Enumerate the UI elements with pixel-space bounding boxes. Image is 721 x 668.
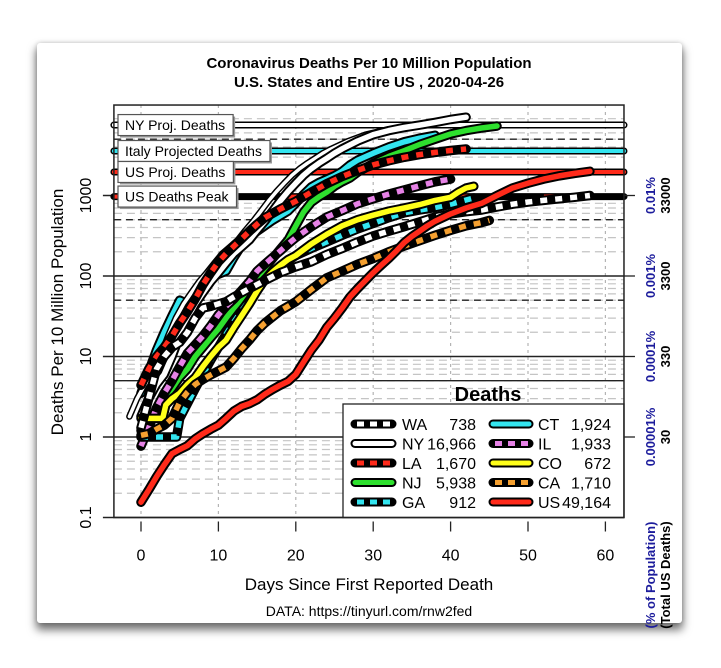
legend-value: 5,938: [436, 476, 476, 493]
legend-value: 1,670: [436, 456, 476, 473]
legend-item-nj: NJ 5,938: [350, 476, 476, 493]
legend-item-ga: GA 912: [350, 495, 476, 512]
legend-value: 1,933: [571, 437, 611, 454]
x-tick-label: 20: [287, 548, 305, 565]
legend-label: WA: [402, 417, 428, 434]
series-line: [138, 176, 452, 448]
legend-item-ny: NY 16,966: [350, 437, 476, 454]
reference-label-box: [117, 185, 238, 208]
reference-label-italy-projected-deaths: Italy Projected Deaths: [117, 139, 272, 164]
series-il: [136, 174, 456, 451]
reference-label-text: US Proj. Deaths: [125, 164, 225, 180]
legend: Deaths WA 738 NY 16,966 LA 1,670 NJ 5,938 GA 912 CT…: [342, 384, 625, 519]
right-axis-total-label: 30: [658, 430, 673, 444]
legend-item-wa: WA 738: [350, 417, 476, 434]
right-axis-total-label: 330: [658, 346, 673, 368]
chart-subtitle: U.S. States and Entire US , 2020-04-26: [234, 74, 504, 91]
reference-label-ny-proj-deaths: NY Proj. Deaths: [117, 113, 236, 138]
legend-value: 1,710: [571, 476, 611, 493]
x-tick-label: 10: [210, 548, 228, 565]
series-ca: [136, 215, 495, 441]
legend-label: LA: [402, 456, 422, 473]
legend-label: US: [538, 495, 560, 512]
right-axis-pct-label: 0.001%: [643, 254, 658, 299]
legend-value: 672: [584, 456, 611, 473]
legend-label: CA: [538, 476, 561, 493]
y-tick-label: 1: [78, 432, 95, 441]
legend-label: CO: [538, 456, 562, 473]
legend-item-la: LA 1,670: [350, 456, 476, 473]
series-wa: [136, 190, 595, 433]
legend-label: NY: [402, 437, 425, 454]
chart-title: Coronavirus Deaths Per 10 Million Popula…: [206, 55, 531, 72]
series-line: [138, 168, 593, 505]
plot-border: [113, 104, 625, 519]
legend-label: GA: [402, 495, 425, 512]
right-axis-pct-label: 0.0001%: [643, 330, 658, 382]
legend-item-us: US 49,164: [488, 495, 611, 512]
series-layer: [126, 112, 595, 507]
right-axis-pct-title: (% of Population): [643, 522, 658, 629]
legend-value: 912: [449, 495, 476, 512]
legend-item-ca: CA 1,710: [488, 476, 611, 493]
x-tick-label: 30: [364, 548, 382, 565]
reference-labels: NY Proj. Deaths Italy Projected Deaths US …: [117, 113, 272, 210]
series-la: [136, 144, 471, 390]
series-line: [138, 192, 591, 429]
legend-value: 16,966: [427, 437, 476, 454]
reference-label-text: Italy Projected Deaths: [125, 143, 262, 159]
series-line: [138, 146, 467, 387]
series-us: [136, 166, 595, 507]
right-axis-pct-label: 0.01%: [643, 177, 658, 214]
legend-label: NJ: [402, 476, 422, 493]
series-line: [140, 217, 491, 438]
right-axis-total-title: (Total US Deaths): [658, 521, 673, 628]
x-tick-label: 0: [137, 548, 146, 565]
reference-label-box: [117, 160, 234, 184]
series-line: [141, 195, 475, 440]
reference-label-us-deaths-peak: US Deaths Peak: [117, 185, 239, 210]
reference-label-box: [117, 113, 234, 137]
legend-value: 1,924: [571, 417, 611, 434]
y-tick-label: 100: [78, 263, 95, 290]
right-axis-pct-label: 0.00001%: [643, 407, 658, 466]
y-axis-title: Deaths Per 10 Million Population: [48, 189, 67, 436]
x-tick-label: 40: [442, 548, 460, 565]
y-tick-label: 0.1: [78, 506, 95, 528]
y-tick-label: 10: [78, 348, 95, 366]
reference-label-text: NY Proj. Deaths: [125, 117, 225, 133]
reference-label-text: US Deaths Peak: [125, 189, 229, 205]
x-tick-label: 50: [519, 548, 537, 565]
right-axis-total-label: 3300: [658, 262, 673, 291]
legend-item-ct: CT 1,924: [488, 417, 611, 434]
right-axis-total-label: 33000: [658, 177, 673, 213]
x-axis-title: Days Since First Reported Death: [245, 575, 494, 594]
legend-title: Deaths: [455, 384, 522, 406]
legend-label: IL: [538, 437, 551, 454]
reference-label-us-proj-deaths: US Proj. Deaths: [117, 160, 236, 185]
axes: 0 10 20 30 40 50 60 0.1 1 10 100 1000 0.01% 33000 0.00…: [78, 104, 673, 565]
legend-item-co: CO 672: [488, 456, 611, 473]
x-tick-label: 60: [597, 548, 615, 565]
legend-label: CT: [538, 417, 560, 434]
legend-item-il: IL 1,933: [488, 437, 611, 454]
legend-value: 738: [449, 417, 476, 434]
data-source-note: DATA: https://tinyurl.com/rnw2fed: [266, 603, 472, 619]
y-tick-label: 1000: [78, 178, 95, 214]
legend-value: 49,164: [562, 495, 611, 512]
